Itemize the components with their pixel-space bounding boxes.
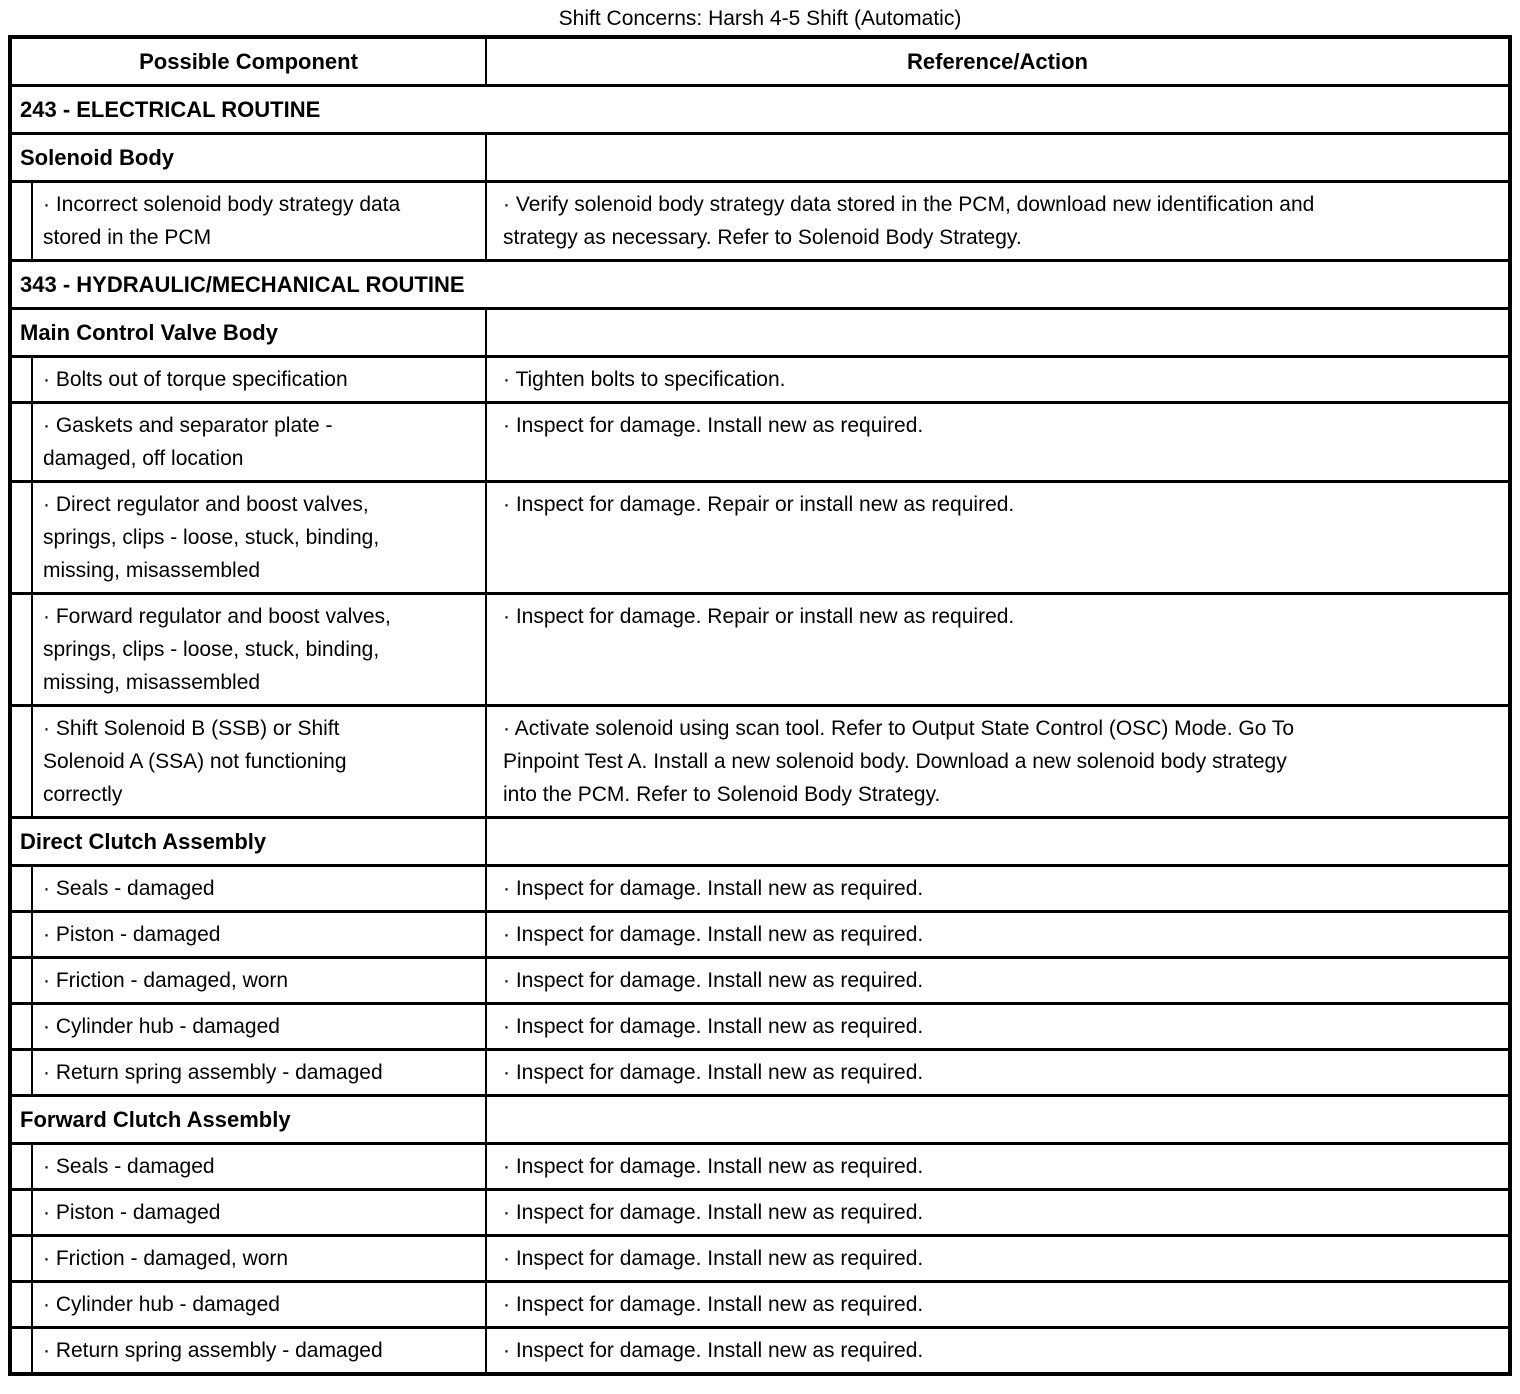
item-row: · Seals - damaged · Inspect for damage. I… [9,1141,1511,1191]
component-group-title: Main Control Valve Body [8,306,488,358]
indent-cell [9,1141,33,1191]
column-header-reference-action: Reference/Action [485,35,1511,87]
table-body: 243 - ELECTRICAL ROUTINE Solenoid Body · I… [8,83,1511,1375]
component-group-title: Direct Clutch Assembly [8,815,488,867]
indent-cell [9,703,33,819]
possible-component-cell: · Forward regulator and boost valves, sp… [30,591,488,707]
empty-action-cell [485,131,1511,183]
item-row: · Cylinder hub - damaged · Inspect for da… [9,1001,1511,1051]
subheader-row: Main Control Valve Body [8,306,1511,358]
possible-component-cell: · Piston - damaged [30,909,488,959]
possible-component-cell: · Return spring assembly - damaged [30,1047,488,1097]
item-row: · Forward regulator and boost valves, sp… [9,591,1511,707]
page-title: Shift Concerns: Harsh 4-5 Shift (Automat… [558,7,962,30]
possible-component-cell: · Gaskets and separator plate - damaged,… [30,400,488,483]
item-row: · Friction - damaged, worn · Inspect for … [9,1233,1511,1283]
item-row: · Friction - damaged, worn · Inspect for … [9,955,1511,1005]
indent-cell [9,863,33,913]
section-title: 243 - ELECTRICAL ROUTINE [9,83,1511,135]
section-row: 343 - HYDRAULIC/MECHANICAL ROUTINE [9,258,1511,310]
reference-action-cell: · Verify solenoid body strategy data sto… [485,179,1511,262]
reference-action-cell: · Inspect for damage. Install new as req… [485,955,1511,1005]
reference-action-cell: · Inspect for damage. Install new as req… [485,1325,1511,1375]
reference-action-cell: · Inspect for damage. Install new as req… [485,1047,1511,1097]
reference-action-cell: · Inspect for damage. Repair or install … [485,591,1511,707]
possible-component-cell: · Seals - damaged [30,1141,488,1191]
possible-component-cell: · Direct regulator and boost valves, spr… [30,479,488,595]
possible-component-cell: · Friction - damaged, worn [30,1233,488,1283]
item-row: · Direct regulator and boost valves, spr… [9,479,1511,595]
reference-action-cell: · Activate solenoid using scan tool. Ref… [485,703,1511,819]
possible-component-cell: · Seals - damaged [30,863,488,913]
indent-cell [9,400,33,483]
item-row: · Bolts out of torque specification · Tig… [9,354,1511,404]
section-title: 343 - HYDRAULIC/MECHANICAL ROUTINE [9,258,1511,310]
reference-action-cell: · Inspect for damage. Install new as req… [485,863,1511,913]
component-group-title: Solenoid Body [8,131,488,183]
item-row: · Seals - damaged · Inspect for damage. I… [9,863,1511,913]
indent-cell [9,479,33,595]
table-header: Possible Component Reference/Action [8,35,1511,87]
section-row: 243 - ELECTRICAL ROUTINE [9,83,1511,135]
possible-component-cell: · Incorrect solenoid body strategy data … [30,179,488,262]
item-row: · Piston - damaged · Inspect for damage. … [9,909,1511,959]
indent-cell [9,1187,33,1237]
shift-concern-table: Possible Component Reference/Action 243 … [8,35,1512,1376]
indent-cell [9,909,33,959]
reference-action-cell: · Tighten bolts to specification. [485,354,1511,404]
possible-component-cell: · Cylinder hub - damaged [30,1001,488,1051]
empty-action-cell [485,1093,1511,1145]
subheader-row: Solenoid Body [8,131,1511,183]
component-group-title: Forward Clutch Assembly [8,1093,488,1145]
reference-action-cell: · Inspect for damage. Install new as req… [485,1141,1511,1191]
indent-cell [9,1325,33,1375]
reference-action-cell: · Inspect for damage. Install new as req… [485,909,1511,959]
item-row: · Piston - damaged · Inspect for damage. … [9,1187,1511,1237]
indent-cell [9,1047,33,1097]
item-row: · Gaskets and separator plate - damaged,… [9,400,1511,483]
reference-action-cell: · Inspect for damage. Install new as req… [485,1233,1511,1283]
indent-cell [9,1279,33,1329]
indent-cell [9,354,33,404]
item-row: · Shift Solenoid B (SSB) or Shift Soleno… [9,703,1511,819]
item-row: · Cylinder hub - damaged · Inspect for da… [9,1279,1511,1329]
reference-action-cell: · Inspect for damage. Install new as req… [485,1001,1511,1051]
possible-component-cell: · Shift Solenoid B (SSB) or Shift Soleno… [30,703,488,819]
possible-component-cell: · Friction - damaged, worn [30,955,488,1005]
header-row: Possible Component Reference/Action [8,35,1511,87]
column-header-possible-component: Possible Component [8,35,488,87]
reference-action-cell: · Inspect for damage. Install new as req… [485,400,1511,483]
item-row: · Incorrect solenoid body strategy data … [9,179,1511,262]
reference-action-cell: · Inspect for damage. Install new as req… [485,1187,1511,1237]
item-row: · Return spring assembly - damaged · Insp… [9,1325,1511,1375]
possible-component-cell: · Return spring assembly - damaged [30,1325,488,1375]
empty-action-cell [485,306,1511,358]
indent-cell [9,591,33,707]
reference-action-cell: · Inspect for damage. Repair or install … [485,479,1511,595]
subheader-row: Forward Clutch Assembly [8,1093,1511,1145]
indent-cell [9,179,33,262]
indent-cell [9,955,33,1005]
empty-action-cell [485,815,1511,867]
possible-component-cell: · Piston - damaged [30,1187,488,1237]
indent-cell [9,1233,33,1283]
possible-component-cell: · Bolts out of torque specification [30,354,488,404]
subheader-row: Direct Clutch Assembly [8,815,1511,867]
reference-action-cell: · Inspect for damage. Install new as req… [485,1279,1511,1329]
indent-cell [9,1001,33,1051]
possible-component-cell: · Cylinder hub - damaged [30,1279,488,1329]
item-row: · Return spring assembly - damaged · Insp… [9,1047,1511,1097]
